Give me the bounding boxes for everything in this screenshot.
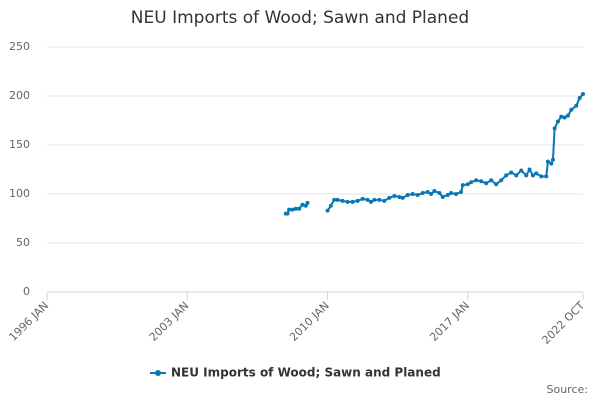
- source: Source:: [547, 383, 589, 396]
- point: [465, 182, 470, 187]
- chart-title: NEU Imports of Wood; Sawn and Planed: [131, 8, 469, 28]
- point: [550, 157, 555, 162]
- point: [484, 181, 489, 186]
- point: [425, 190, 430, 195]
- point: [305, 200, 310, 205]
- y-tick-label: 100: [9, 187, 30, 200]
- point: [574, 103, 579, 108]
- point: [285, 211, 290, 216]
- point: [335, 197, 340, 202]
- point: [499, 178, 504, 183]
- point: [340, 198, 345, 203]
- point: [569, 107, 574, 112]
- point: [514, 173, 519, 178]
- point: [392, 193, 397, 198]
- point: [290, 207, 295, 212]
- x-tick-label: 2003 JAN: [147, 299, 192, 344]
- x-tick-label: 2010 JAN: [287, 299, 332, 344]
- point: [303, 203, 308, 208]
- point: [377, 197, 382, 202]
- point: [368, 199, 373, 204]
- point: [459, 190, 464, 195]
- point: [332, 197, 337, 202]
- y-tick-label: 250: [9, 40, 30, 53]
- point: [469, 180, 474, 185]
- point: [410, 192, 415, 196]
- point: [479, 179, 484, 184]
- point: [494, 182, 499, 187]
- point: [345, 199, 350, 204]
- point: [437, 191, 442, 196]
- point: [328, 203, 333, 208]
- point: [350, 199, 355, 204]
- point: [440, 194, 445, 199]
- point: [445, 192, 450, 197]
- point: [555, 119, 560, 124]
- y-tick-label: 0: [23, 285, 30, 298]
- point: [562, 115, 567, 120]
- point: [415, 192, 420, 197]
- point: [449, 191, 454, 196]
- point: [387, 195, 392, 200]
- legend-marker: [155, 370, 161, 376]
- point: [577, 95, 582, 100]
- point: [539, 174, 544, 179]
- point: [504, 173, 509, 178]
- point: [552, 126, 557, 131]
- x-tick-label: 2017 JAN: [427, 299, 472, 344]
- point: [400, 195, 405, 200]
- point: [355, 198, 360, 203]
- x-tick-label: 2022 OCT: [539, 299, 587, 347]
- x-tick-label: 1996 JAN: [6, 299, 51, 344]
- point: [489, 178, 494, 183]
- point: [432, 189, 437, 194]
- point: [382, 198, 387, 203]
- point: [581, 92, 585, 97]
- point: [429, 192, 434, 196]
- point: [549, 161, 554, 166]
- point: [420, 191, 425, 196]
- point: [474, 178, 479, 183]
- point: [559, 114, 564, 119]
- point: [360, 196, 365, 201]
- point: [325, 208, 330, 213]
- point: [565, 113, 570, 118]
- point: [530, 173, 535, 178]
- point: [287, 207, 292, 212]
- point: [527, 167, 532, 172]
- y-tick-label: 50: [16, 236, 30, 249]
- y-tick-label: 150: [9, 138, 30, 151]
- point: [509, 170, 514, 175]
- series-line: [285, 93, 584, 215]
- point: [397, 194, 402, 199]
- point: [300, 202, 305, 207]
- point: [405, 192, 410, 197]
- point: [534, 171, 539, 176]
- point: [524, 173, 529, 178]
- point: [519, 168, 524, 173]
- point: [372, 197, 377, 202]
- y-tick-label: 200: [9, 89, 30, 102]
- point: [365, 197, 370, 202]
- legend-label: NEU Imports of Wood; Sawn and Planed: [171, 366, 441, 380]
- point: [293, 206, 298, 211]
- point: [545, 159, 550, 164]
- point: [460, 183, 465, 188]
- point: [454, 192, 459, 196]
- point: [297, 206, 302, 211]
- point: [544, 174, 549, 179]
